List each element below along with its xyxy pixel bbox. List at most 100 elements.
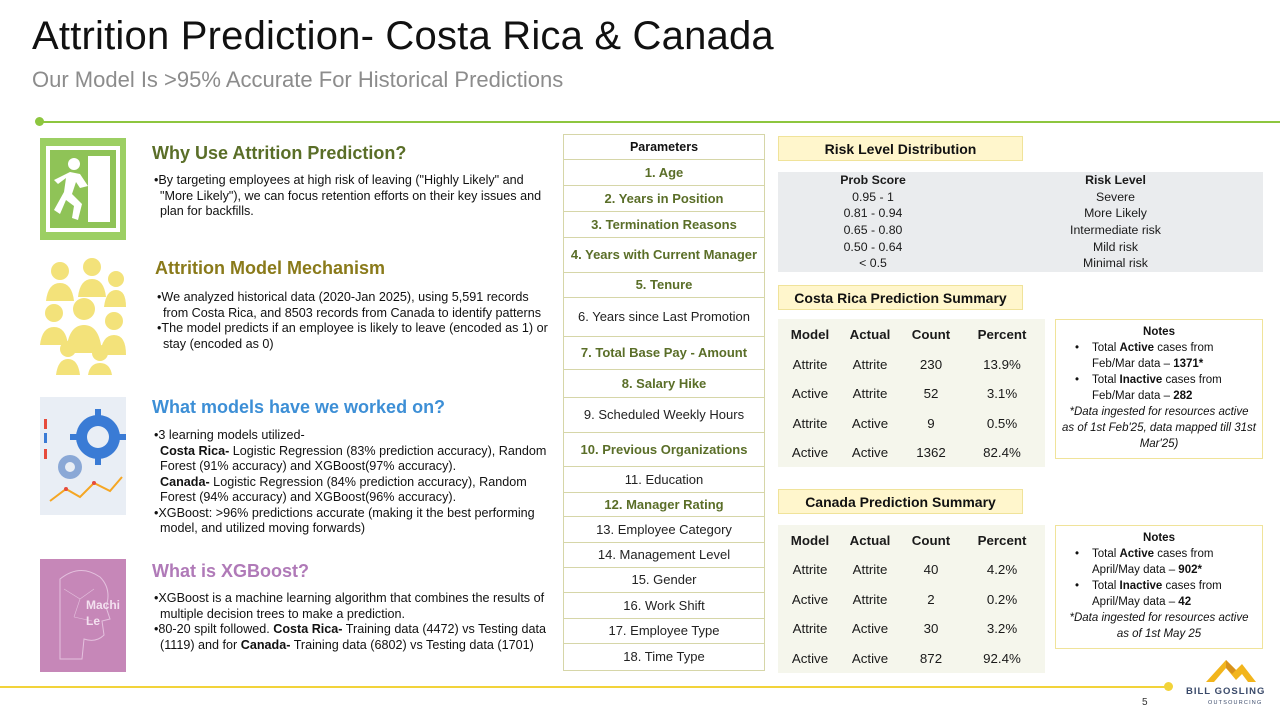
- models-xgb-line: •XGBoost: >96% predictions accurate (mak…: [154, 505, 535, 536]
- risk-col-prob: Prob Score: [840, 173, 906, 188]
- cell-actual: Active: [851, 415, 889, 431]
- parameter-row: 16. Work Shift: [564, 593, 764, 619]
- cell-actual: Attrite: [852, 356, 888, 372]
- col-count: Count: [911, 532, 951, 548]
- models-costa-text: Logistic Regression (83% prediction accu…: [160, 443, 547, 474]
- parameter-row: 6. Years since Last Promotion: [564, 298, 764, 337]
- section-body-mechanism: •We analyzed historical data (2020-Jan 2…: [155, 290, 553, 352]
- table-row: Attrite Active 30 3.2%: [778, 614, 1045, 643]
- parameter-row: 15. Gender: [564, 568, 764, 593]
- cell-model: Attrite: [792, 621, 828, 636]
- cell-actual: Attrite: [852, 591, 888, 607]
- page-title: Attrition Prediction- Costa Rica & Canad…: [32, 14, 774, 58]
- risk-row: 0.95 - 1 Severe: [778, 189, 1263, 206]
- parameter-row: 12. Manager Rating: [564, 493, 764, 517]
- risk-level: Intermediate risk: [1070, 223, 1161, 238]
- notes-item: • Total Active cases from April/May data …: [1062, 546, 1256, 578]
- notes-value: 282: [1173, 390, 1193, 402]
- cell-count: 40: [923, 562, 939, 577]
- parameter-row: 11. Education: [564, 467, 764, 493]
- cell-percent: 4.2%: [986, 562, 1018, 577]
- col-percent: Percent: [977, 326, 1027, 342]
- canada-header-row: Model Actual Count Percent: [778, 525, 1045, 555]
- col-count: Count: [911, 326, 951, 342]
- cell-model: Active: [791, 591, 829, 607]
- risk-level-table: Prob Score Risk Level 0.95 - 1 Severe 0.8…: [778, 172, 1263, 272]
- cell-count: 1362: [916, 445, 946, 460]
- page-subtitle: Our Model Is >95% Accurate For Historica…: [32, 67, 564, 92]
- cell-actual: Attrite: [852, 562, 888, 577]
- xgboost-b2-costa: Costa Rica-: [273, 622, 343, 636]
- xgboost-b2-part3: Training data (6802) vs Testing data (17…: [290, 637, 534, 652]
- cell-count: 2: [927, 591, 935, 607]
- canada-summary-title: Canada Prediction Summary: [778, 489, 1023, 514]
- cell-count: 52: [923, 386, 939, 401]
- notes-bold: Inactive: [1119, 374, 1163, 386]
- risk-level: Mild risk: [1092, 239, 1139, 254]
- parameter-row: 8. Salary Hike: [564, 370, 764, 398]
- ml-image-text: Machi Le: [86, 598, 121, 628]
- notes-footnote: *Data ingested for resources active as o…: [1069, 612, 1249, 640]
- risk-col-level: Risk Level: [1085, 173, 1146, 188]
- notes-bold: Active: [1119, 342, 1155, 354]
- risk-prob: < 0.5: [859, 256, 887, 271]
- table-row: Active Attrite 52 3.1%: [778, 379, 1045, 408]
- cell-actual: Attrite: [852, 386, 888, 401]
- risk-row: < 0.5 Minimal risk: [778, 255, 1263, 272]
- notes-footnote: *Data ingested for resources active as o…: [1062, 406, 1256, 450]
- mechanism-bullet-2: •The model predicts if an employee is li…: [157, 321, 548, 351]
- section-body-models: •3 learning models utilized- Costa Rica-…: [152, 428, 550, 537]
- notes-text: Total Inactive cases from April/May data…: [1092, 578, 1256, 610]
- cell-actual: Active: [851, 650, 889, 666]
- canada-summary-table: Model Actual Count Percent Attrite Attrit…: [778, 525, 1045, 673]
- canada-notes-box: Notes • Total Active cases from April/May…: [1055, 525, 1263, 649]
- parameter-row: 7. Total Base Pay - Amount: [564, 337, 764, 370]
- notes-value: 1371*: [1173, 358, 1204, 370]
- models-costa-label: Costa Rica-: [160, 443, 230, 458]
- notes-item: • Total Active cases from Feb/Mar data – …: [1062, 340, 1256, 372]
- cell-model: Attrite: [792, 415, 828, 431]
- footer-divider-dot: [1164, 682, 1173, 691]
- notes-bold: Inactive: [1119, 580, 1163, 592]
- parameter-row: 10. Previous Organizations: [564, 433, 764, 467]
- mechanism-bullet-1: •We analyzed historical data (2020-Jan 2…: [157, 290, 542, 320]
- xgboost-bullet-2: •80-20 spilt followed. Costa Rica- Train…: [152, 622, 550, 653]
- notes-text: Total Active cases from April/May data –…: [1092, 546, 1256, 578]
- cell-percent: 0.5%: [986, 415, 1018, 431]
- cell-count: 872: [919, 650, 943, 666]
- costa-summary-title: Costa Rica Prediction Summary: [778, 285, 1023, 310]
- table-row: Active Active 872 92.4%: [778, 643, 1045, 673]
- header-divider-dot: [35, 117, 44, 126]
- parameter-row: 4. Years with Current Manager: [564, 238, 764, 273]
- xgboost-bullet-1: •XGBoost is a machine learning algorithm…: [154, 591, 545, 621]
- notes-mid: cases from April/May data –: [1092, 580, 1222, 608]
- why-bullet: •By targeting employees at high risk of …: [154, 173, 542, 218]
- risk-row: 0.81 - 0.94 More Likely: [778, 205, 1263, 222]
- risk-prob: 0.50 - 0.64: [843, 239, 903, 254]
- risk-level: More Likely: [1084, 206, 1147, 221]
- col-actual: Actual: [849, 532, 891, 548]
- logo-subtitle: OUTSOURCING: [1208, 700, 1263, 706]
- col-percent: Percent: [977, 532, 1027, 548]
- section-heading-mechanism: Attrition Model Mechanism: [155, 258, 386, 278]
- bullet-icon: •: [1074, 580, 1080, 592]
- cell-count: 230: [919, 356, 943, 372]
- parameter-row: 17. Employee Type: [564, 619, 764, 644]
- parameter-row: 13. Employee Category: [564, 517, 764, 543]
- notes-pre: Total: [1092, 548, 1120, 560]
- xgboost-b2-canada: Canada-: [240, 637, 291, 652]
- table-row: Active Active 1362 82.4%: [778, 438, 1045, 467]
- notes-pre: Total: [1092, 342, 1120, 354]
- costa-header-row: Model Actual Count Percent: [778, 319, 1045, 349]
- section-heading-xgboost: What is XGBoost?: [152, 561, 309, 581]
- cell-model: Attrite: [792, 562, 828, 577]
- xgboost-b2-part2: Training data (4472) vs Testing data (11…: [160, 622, 547, 652]
- parameter-row: 5. Tenure: [564, 273, 764, 298]
- notes-header: Notes: [1143, 326, 1175, 338]
- notes-mid: cases from April/May data –: [1092, 548, 1214, 576]
- header-divider: [40, 121, 1280, 123]
- parameter-row: 3. Termination Reasons: [564, 212, 764, 238]
- models-canada-line: Canada- Logistic Regression (84% predict…: [152, 475, 550, 506]
- parameter-row: 1. Age: [564, 160, 764, 186]
- people-group-icon: [40, 257, 126, 375]
